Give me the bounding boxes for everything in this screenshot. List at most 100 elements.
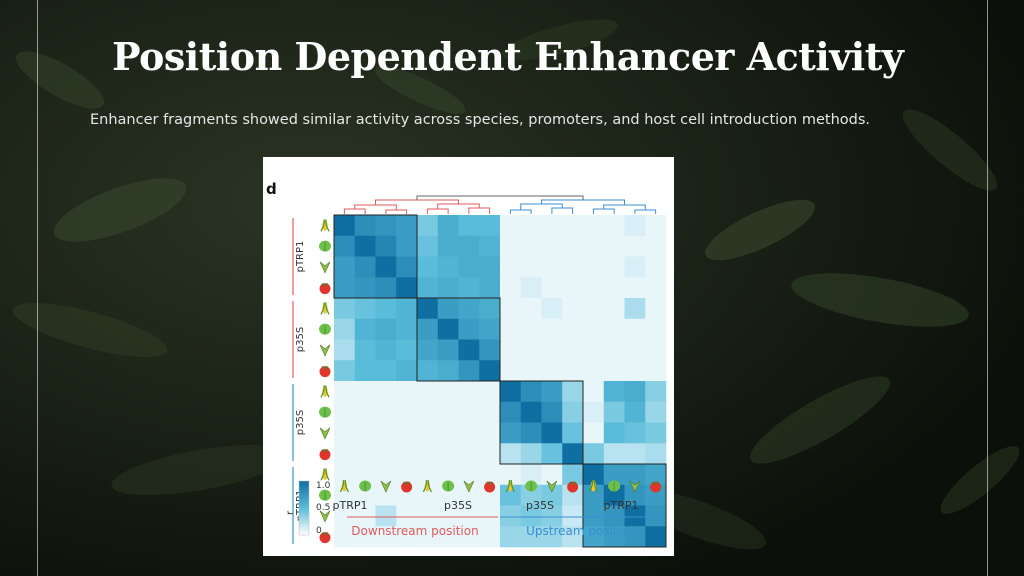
heatmap-cell-r14-c2: [375, 505, 397, 527]
heatmap-cell-r5-c7: [479, 318, 501, 340]
heatmap-cell-r12-c2: [375, 464, 397, 486]
heatmap-cell-r7-c14: [624, 360, 646, 382]
heatmap-cell-r9-c12: [583, 401, 605, 423]
maize-icon: [320, 302, 330, 315]
heatmap-cell-r11-c11: [562, 443, 584, 465]
heatmap-cell-r0-c11: [562, 215, 584, 237]
heatmap-cell-r4-c14: [624, 298, 646, 320]
heatmap-cell-r15-c8: [500, 526, 522, 548]
heatmap-cell-r13-c8: [500, 484, 522, 506]
heatmap-cell-r9-c3: [396, 401, 418, 423]
heatmap-cell-r15-c15: [645, 526, 667, 548]
heatmap-cell-r6-c5: [437, 339, 459, 361]
maize-icon: [505, 479, 515, 493]
heatmap-cell-r8-c5: [437, 381, 459, 403]
maize-icon: [588, 479, 598, 493]
slide-subtitle: Enhancer fragments showed similar activi…: [90, 112, 871, 128]
arabidopsis-icon: [319, 406, 331, 418]
heatmap-cell-r12-c3: [396, 464, 418, 486]
heatmap-cell-r8-c1: [354, 381, 376, 403]
col-group-label-1: pTRP1: [333, 499, 368, 512]
heatmap-cell-r9-c2: [375, 401, 397, 423]
heatmap-cell-r15-c5: [437, 526, 459, 548]
tobacco-icon: [463, 480, 475, 493]
heatmap-cell-r1-c9: [520, 235, 542, 257]
dendrogram-link: [634, 209, 657, 214]
heatmap-cell-r10-c5: [437, 422, 459, 444]
heatmap-cell-r12-c14: [624, 464, 646, 486]
heatmap-cell-r14-c7: [479, 505, 501, 527]
heatmap-cell-r6-c11: [562, 339, 584, 361]
heatmap-cell-r4-c5: [437, 298, 459, 320]
tobacco-icon: [319, 510, 331, 523]
tobacco-icon: [380, 480, 392, 493]
species-icons: [319, 219, 662, 544]
heatmap-cell-r13-c7: [479, 484, 501, 506]
heatmap-cell-r15-c2: [375, 526, 397, 548]
cluster-box-1: [416, 297, 501, 382]
heatmap-cell-r10-c2: [375, 422, 397, 444]
heatmap-cell-r7-c7: [479, 360, 501, 382]
heatmap-cell-r15-c1: [354, 526, 376, 548]
heatmap-cell-r14-c12: [583, 505, 605, 527]
heatmap-cells: [334, 215, 667, 548]
heatmap-cell-r1-c15: [645, 235, 667, 257]
tobacco-icon: [546, 480, 558, 493]
heatmap-cell-r11-c14: [624, 443, 646, 465]
arabidopsis-icon: [608, 480, 621, 492]
heatmap-cell-r4-c12: [583, 298, 605, 320]
heatmap-cell-r6-c1: [354, 339, 376, 361]
heatmap-cell-r6-c15: [645, 339, 667, 361]
dendrogram-link: [385, 209, 408, 214]
heatmap-cell-r11-c0: [334, 443, 356, 465]
heatmap-cell-r13-c11: [562, 484, 584, 506]
row-group-label-1: p35S: [295, 327, 306, 352]
heatmap-cell-r6-c3: [396, 339, 418, 361]
heatmap-cell-r11-c1: [354, 443, 376, 465]
arabidopsis-icon: [319, 323, 331, 335]
heatmap-cell-r5-c5: [437, 318, 459, 340]
heatmap-cell-r15-c10: [541, 526, 563, 548]
arabidopsis-icon: [442, 480, 455, 492]
heatmap-cell-r3-c4: [417, 277, 439, 299]
heatmap-cell-r14-c3: [396, 505, 418, 527]
panel-label: d: [266, 180, 277, 198]
heatmap-cell-r15-c6: [458, 526, 480, 548]
heatmap-cell-r11-c9: [520, 443, 542, 465]
heatmap-cell-r11-c6: [458, 443, 480, 465]
heatmap-cell-r5-c9: [520, 318, 542, 340]
heatmap-cell-r11-c8: [500, 443, 522, 465]
heatmap-cell-r0-c3: [396, 215, 418, 237]
heatmap-cell-r9-c8: [500, 401, 522, 423]
heatmap-cell-r4-c2: [375, 298, 397, 320]
heatmap-cell-r14-c0: [334, 505, 356, 527]
heatmap-cell-r11-c12: [583, 443, 605, 465]
heatmap-cell-r15-c7: [479, 526, 501, 548]
tomato-icon: [567, 481, 579, 493]
heatmap-cell-r2-c6: [458, 256, 480, 278]
heatmap-cell-r7-c2: [375, 360, 397, 382]
heatmap-cell-r6-c12: [583, 339, 605, 361]
heatmap-cell-r0-c1: [354, 215, 376, 237]
heatmap-cell-r1-c13: [603, 235, 625, 257]
heatmap-cell-r10-c6: [458, 422, 480, 444]
heatmap-cell-r14-c4: [417, 505, 439, 527]
maize-icon: [339, 479, 349, 493]
heatmap-cell-r13-c13: [603, 484, 625, 506]
heatmap-cell-r5-c2: [375, 318, 397, 340]
heatmap-cell-r4-c15: [645, 298, 667, 320]
maize-icon: [320, 219, 330, 232]
tomato-icon: [319, 532, 331, 544]
heatmap-cell-r5-c1: [354, 318, 376, 340]
upstream-position-label: Upstream position: [526, 524, 636, 538]
heatmap-cell-r9-c10: [541, 401, 563, 423]
heatmap-cell-r0-c9: [520, 215, 542, 237]
heatmap-cell-r0-c14: [624, 215, 646, 237]
heatmap-cell-r7-c0: [334, 360, 356, 382]
heatmap-cell-r12-c0: [334, 464, 356, 486]
heatmap-cell-r11-c13: [603, 443, 625, 465]
heatmap-cell-r13-c15: [645, 484, 667, 506]
heatmap-cell-r2-c2: [375, 256, 397, 278]
